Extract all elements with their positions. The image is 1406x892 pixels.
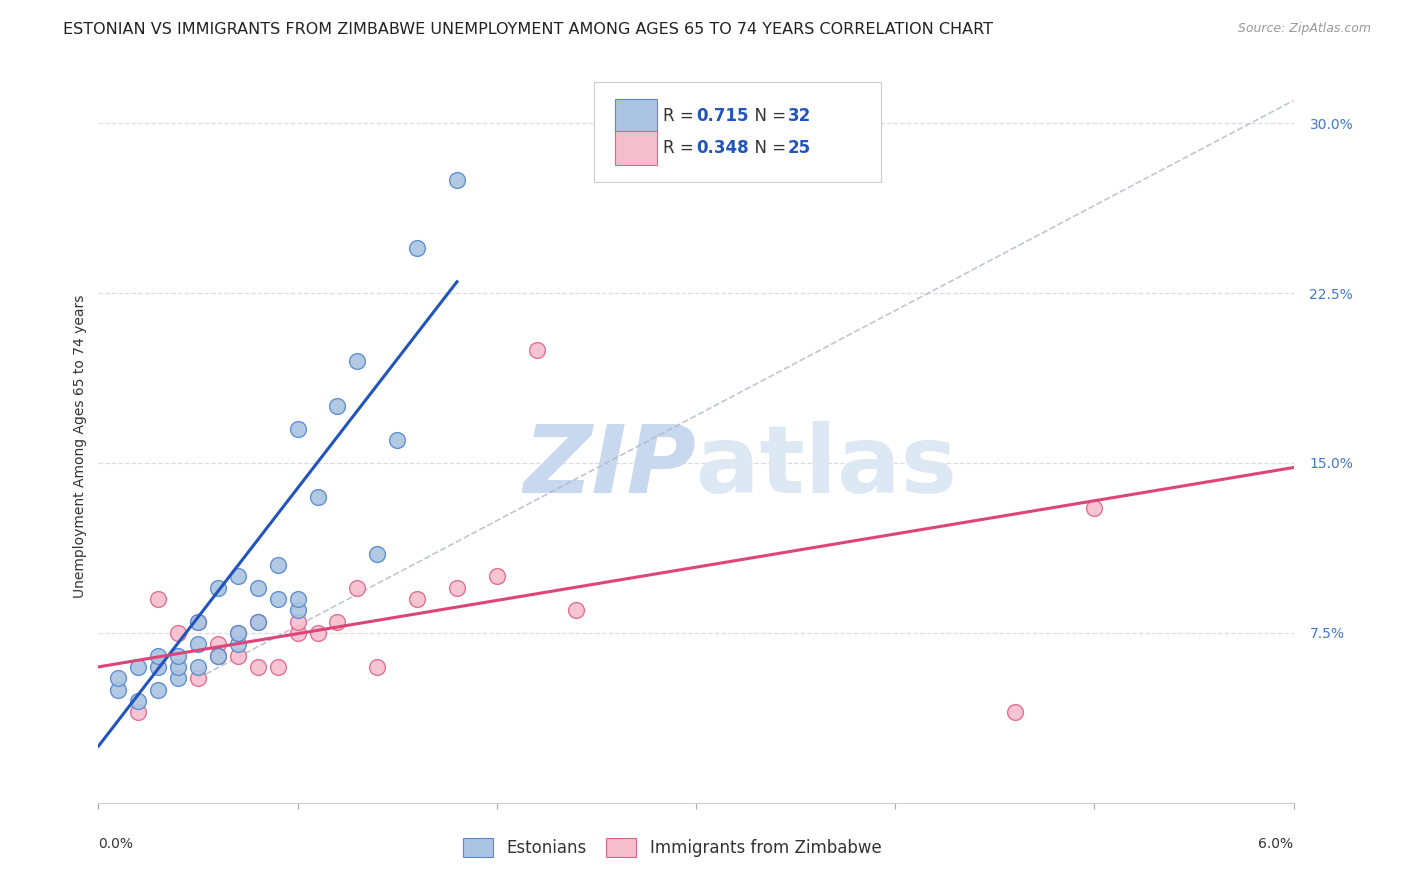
Point <box>307 626 329 640</box>
Point <box>366 660 388 674</box>
Point <box>207 581 229 595</box>
Point <box>446 581 468 595</box>
Point <box>148 648 170 663</box>
Point <box>107 671 129 685</box>
Point <box>246 581 269 595</box>
Point <box>127 694 149 708</box>
Point <box>167 626 190 640</box>
Point <box>127 705 149 719</box>
Point <box>446 173 468 187</box>
Text: atlas: atlas <box>696 421 957 514</box>
FancyBboxPatch shape <box>614 130 657 165</box>
Point <box>385 434 409 448</box>
Point <box>1083 501 1105 516</box>
Text: Source: ZipAtlas.com: Source: ZipAtlas.com <box>1237 22 1371 36</box>
Text: 6.0%: 6.0% <box>1258 837 1294 851</box>
Point <box>207 648 229 663</box>
Point <box>287 422 309 436</box>
Legend: Estonians, Immigrants from Zimbabwe: Estonians, Immigrants from Zimbabwe <box>454 830 890 866</box>
Point <box>207 637 229 651</box>
Point <box>326 400 349 414</box>
Point <box>287 626 309 640</box>
Text: N =: N = <box>744 107 792 125</box>
Point <box>287 615 309 629</box>
Text: R =: R = <box>662 139 699 157</box>
Point <box>565 603 588 617</box>
Point <box>287 603 309 617</box>
Text: 0.715: 0.715 <box>696 107 748 125</box>
Text: N =: N = <box>744 139 792 157</box>
Point <box>148 660 170 674</box>
Point <box>187 660 209 674</box>
Point <box>346 581 368 595</box>
Point <box>246 615 269 629</box>
Point <box>246 615 269 629</box>
Point <box>346 354 368 368</box>
Point <box>526 343 548 357</box>
Point <box>406 591 429 606</box>
Point <box>226 626 249 640</box>
FancyBboxPatch shape <box>595 82 882 182</box>
Text: R =: R = <box>662 107 699 125</box>
Point <box>485 569 508 583</box>
Point <box>226 648 249 663</box>
Point <box>366 547 388 561</box>
Point <box>267 591 290 606</box>
Point <box>226 637 249 651</box>
Text: 32: 32 <box>787 107 811 125</box>
Point <box>167 660 190 674</box>
Point <box>127 660 149 674</box>
Point <box>167 671 190 685</box>
Point <box>187 671 209 685</box>
Point <box>406 241 429 255</box>
Text: 0.0%: 0.0% <box>98 837 134 851</box>
Text: ESTONIAN VS IMMIGRANTS FROM ZIMBABWE UNEMPLOYMENT AMONG AGES 65 TO 74 YEARS CORR: ESTONIAN VS IMMIGRANTS FROM ZIMBABWE UNE… <box>63 22 993 37</box>
Point <box>187 615 209 629</box>
Point <box>226 569 249 583</box>
Point <box>167 648 190 663</box>
Point <box>326 615 349 629</box>
FancyBboxPatch shape <box>614 99 657 134</box>
Point <box>187 615 209 629</box>
Point <box>148 591 170 606</box>
Point <box>148 682 170 697</box>
Point <box>246 660 269 674</box>
Point <box>226 626 249 640</box>
Text: 25: 25 <box>787 139 811 157</box>
Point <box>267 660 290 674</box>
Point <box>307 490 329 504</box>
Point <box>287 591 309 606</box>
Text: ZIP: ZIP <box>523 421 696 514</box>
Point <box>107 682 129 697</box>
Point <box>207 648 229 663</box>
Text: 0.348: 0.348 <box>696 139 748 157</box>
Point <box>267 558 290 572</box>
Point <box>187 637 209 651</box>
Y-axis label: Unemployment Among Ages 65 to 74 years: Unemployment Among Ages 65 to 74 years <box>73 294 87 598</box>
Point <box>1004 705 1026 719</box>
